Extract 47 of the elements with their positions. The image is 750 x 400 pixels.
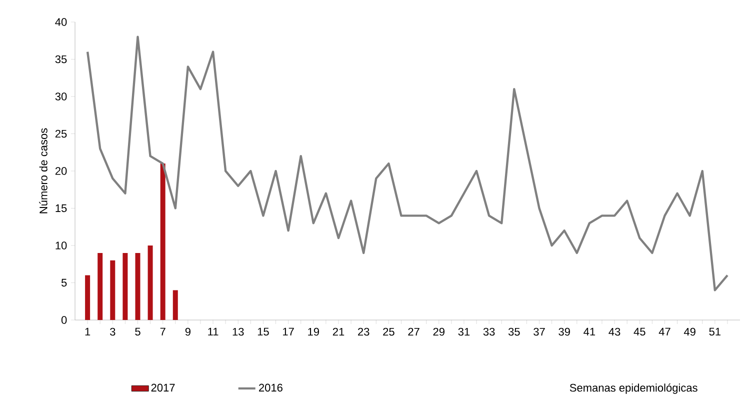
x-tick-label: 37 <box>534 328 545 336</box>
x-tick-label: 7 <box>160 328 166 336</box>
x-tick-label: 51 <box>709 328 720 336</box>
bar <box>85 275 90 320</box>
bar <box>122 252 128 320</box>
x-tick-label: 29 <box>433 328 444 336</box>
x-tick-label: 17 <box>283 328 294 336</box>
y-tick-label: 10 <box>56 242 67 250</box>
bar <box>110 260 116 320</box>
x-tick-label: 9 <box>185 328 190 336</box>
x-tick-label: 39 <box>558 328 570 336</box>
legend-label: 2017 <box>151 384 175 392</box>
x-axis-title: Semanas epidemiológicas <box>570 383 698 394</box>
y-tick-label: 20 <box>55 167 67 175</box>
x-tick-label: 43 <box>608 328 620 336</box>
x-tick-label: 19 <box>308 328 319 336</box>
x-tick-label: 15 <box>258 328 269 336</box>
y-axis-title: Número de casos <box>39 128 48 214</box>
x-tick-label: 11 <box>208 328 218 336</box>
x-tick-label: 35 <box>508 328 520 336</box>
x-tick-label: 25 <box>383 328 394 336</box>
x-tick-label: 5 <box>135 328 140 336</box>
x-tick-label: 41 <box>584 328 596 336</box>
x-tick-label: 47 <box>658 328 670 336</box>
x-tick-label: 45 <box>634 328 646 336</box>
x-tick-label: 1 <box>85 328 90 336</box>
x-tick-label: 21 <box>332 328 344 336</box>
bar <box>160 164 166 320</box>
x-tick-label: 23 <box>358 328 370 336</box>
bar <box>135 252 140 320</box>
x-tick-label: 31 <box>458 328 470 336</box>
x-tick-label: 33 <box>483 328 495 336</box>
legend-label: 2016 <box>259 384 282 392</box>
bar <box>98 252 103 320</box>
y-tick-label: 30 <box>55 92 67 100</box>
y-tick-label: 15 <box>56 204 67 212</box>
bar <box>172 290 178 320</box>
bar <box>148 246 153 320</box>
y-tick-label: 40 <box>55 18 67 26</box>
x-tick-label: 49 <box>684 328 696 336</box>
x-tick-label: 3 <box>110 328 116 336</box>
y-tick-label: 5 <box>61 278 67 287</box>
y-tick-label: 0 <box>61 316 67 324</box>
y-tick-label: 25 <box>55 130 67 138</box>
y-tick-label: 35 <box>55 55 67 64</box>
x-tick-label: 27 <box>408 328 420 336</box>
x-tick-label: 13 <box>232 328 244 336</box>
